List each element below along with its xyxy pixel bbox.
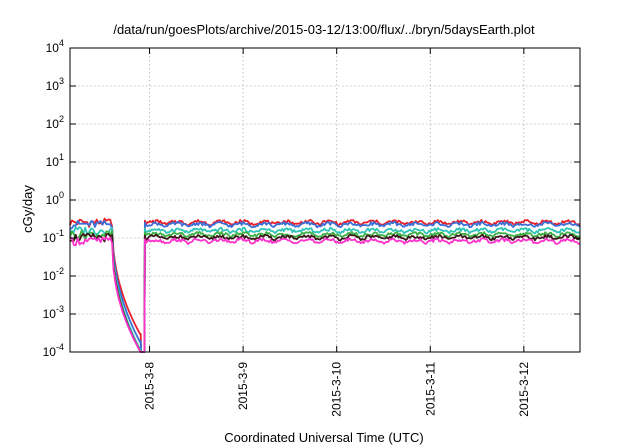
y-tick-label: 102	[46, 114, 64, 131]
y-tick-label: 100	[46, 190, 64, 207]
series-lines	[69, 217, 581, 353]
x-tick-label: 2015-3-12	[517, 362, 531, 417]
series-line	[69, 236, 581, 353]
series-line	[69, 220, 581, 353]
series-line	[69, 232, 581, 353]
y-tick-label: 10-3	[43, 304, 64, 321]
x-axis-title: Coordinated Universal Time (UTC)	[224, 430, 423, 445]
y-tick-label: 104	[46, 38, 64, 55]
y-tick-label: 10-2	[43, 266, 64, 283]
chart-title: /data/run/goesPlots/archive/2015-03-12/1…	[113, 22, 535, 37]
y-tick-label: 101	[46, 152, 64, 169]
series-line	[69, 229, 581, 353]
grid	[70, 48, 580, 352]
x-tick-label: 2015-3-9	[236, 362, 250, 410]
x-tick-label: 2015-3-11	[423, 362, 437, 416]
y-tick-label: 103	[46, 76, 64, 93]
ticks: 10-4 10-3 10-2 10-1 100 101 102 103 104 2015-3-8 2…	[43, 38, 580, 417]
y-tick-label: 10-4	[43, 342, 64, 359]
y-tick-label: 10-1	[43, 228, 64, 245]
x-tick-label: 2015-3-8	[143, 362, 157, 410]
series-line	[69, 217, 580, 353]
series-line	[69, 226, 581, 353]
x-tick-label: 2015-3-10	[330, 362, 344, 417]
y-axis-title: cGy/day	[20, 185, 35, 233]
